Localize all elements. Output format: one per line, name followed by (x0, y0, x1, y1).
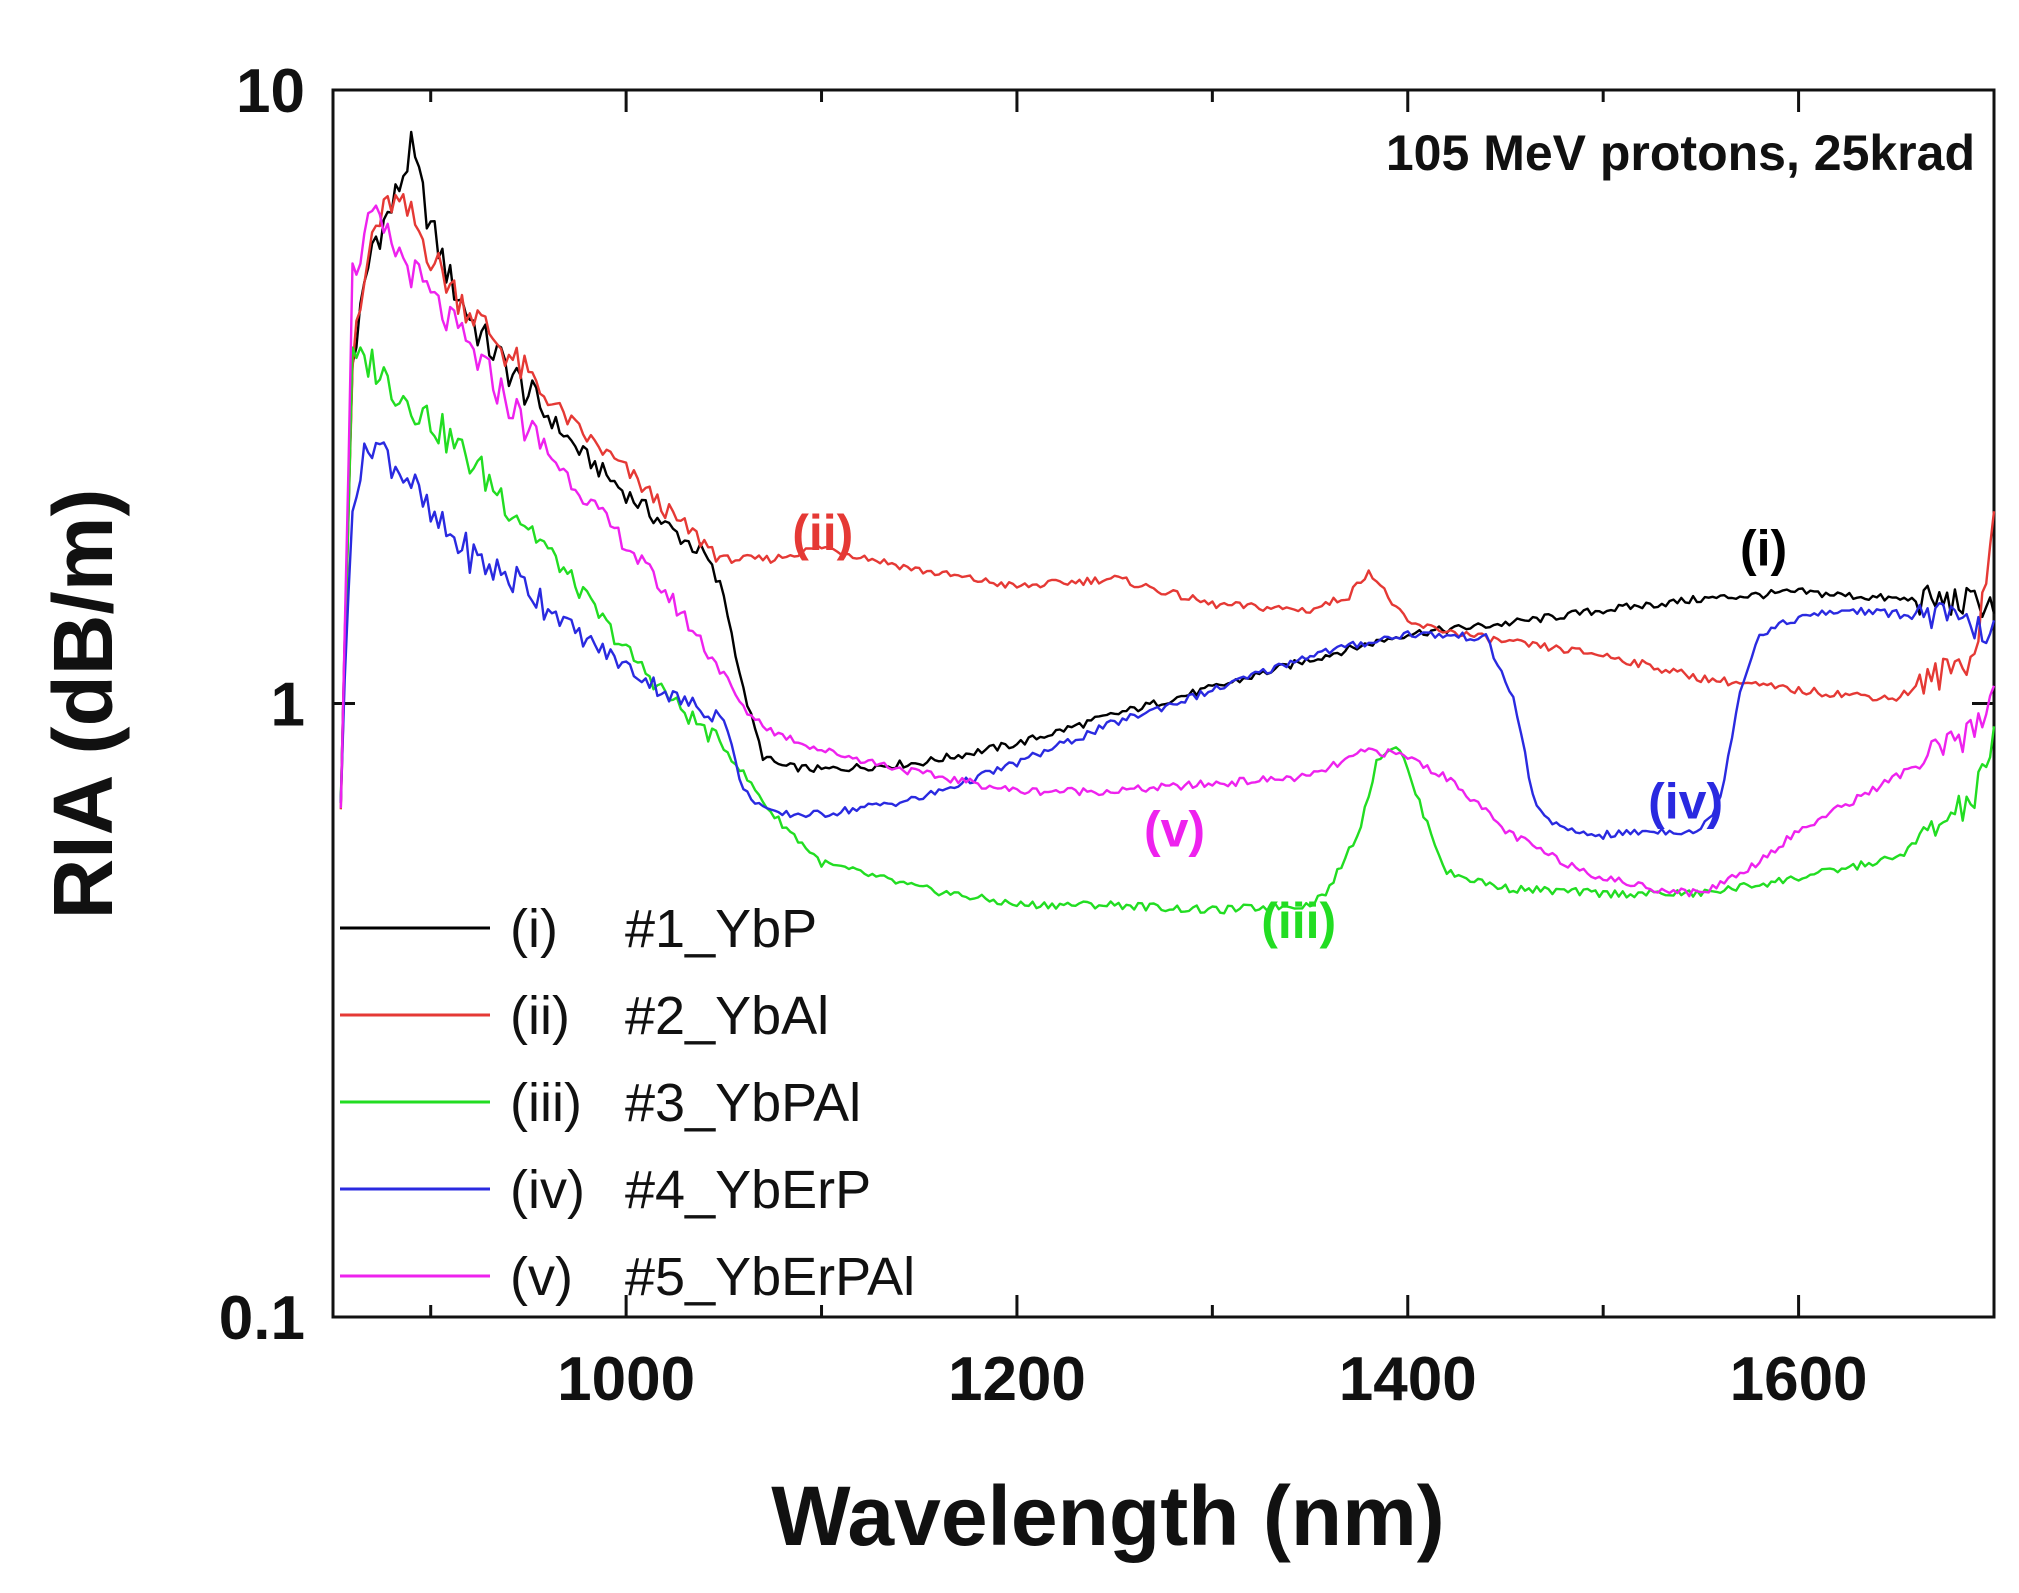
series-lines (339, 130, 1996, 915)
minor-ticks (429, 90, 1996, 1317)
y-tick-label: 1 (271, 671, 305, 740)
legend-roman-1: (i) (510, 899, 558, 959)
series-line-4 (339, 441, 1996, 840)
y-tick-label: 10 (236, 57, 305, 126)
legend-name-1: #1_YbP (625, 899, 817, 959)
y-axis-title: RIA (dB/m) (36, 489, 130, 920)
x-tick-label: 1400 (1339, 1345, 1477, 1414)
curve-label-3: (iii) (1261, 893, 1336, 949)
legend-roman-2: (ii) (510, 986, 570, 1046)
series-line-3 (339, 346, 1996, 915)
series-line-1 (339, 130, 1996, 804)
curve-label-2: (ii) (792, 505, 853, 561)
curve-labels: (i) (ii) (iii) (iv) (v) (792, 505, 1787, 949)
x-axis-title: Wavelength (nm) (771, 1469, 1445, 1563)
annotation-text: 105 MeV protons, 25krad (1386, 125, 1975, 181)
y-tick-label: 0.1 (219, 1284, 305, 1353)
x-tick-label: 1200 (948, 1345, 1086, 1414)
legend-name-2: #2_YbAl (625, 986, 829, 1046)
curve-label-1: (i) (1740, 520, 1787, 576)
legend-roman-3: (iii) (510, 1073, 582, 1133)
series-line-2 (339, 193, 1996, 810)
tick-labels: 1000 1200 1400 1600 0.1 1 10 (219, 57, 1868, 1414)
legend-name-5: #5_YbErPAl (625, 1247, 915, 1307)
legend-roman-5: (v) (510, 1247, 573, 1307)
legend-roman-4: (iv) (510, 1160, 585, 1220)
x-tick-label: 1600 (1730, 1345, 1868, 1414)
legend-name-3: #3_YbPAl (625, 1073, 861, 1133)
curve-label-5: (v) (1144, 801, 1205, 857)
legend-name-4: #4_YbErP (625, 1160, 871, 1220)
legend: (i) #1_YbP (ii) #2_YbAl (iii) #3_YbPAl (iv) #4_… (340, 899, 915, 1307)
series-line-5 (339, 204, 1996, 898)
curve-label-4: (iv) (1648, 773, 1723, 829)
x-tick-label: 1000 (557, 1345, 695, 1414)
